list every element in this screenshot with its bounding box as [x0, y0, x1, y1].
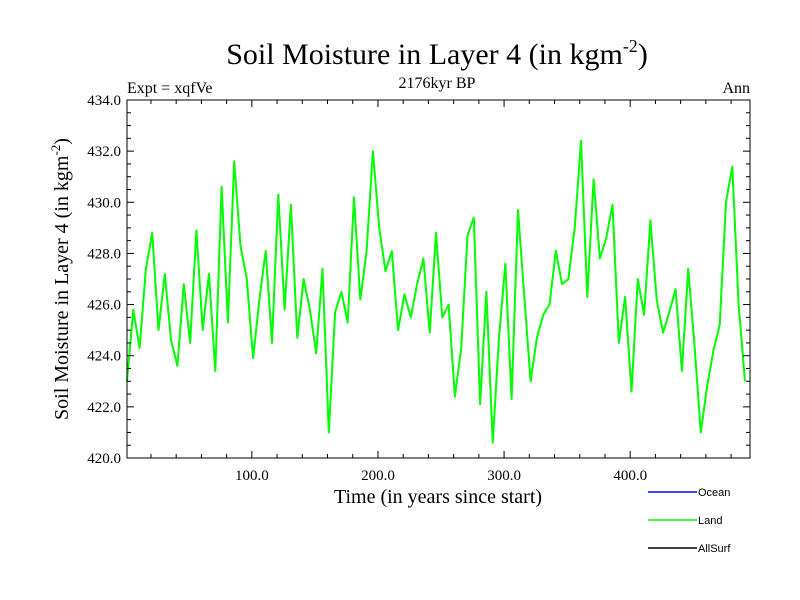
y-tick-label: 422.0 [87, 400, 121, 416]
y-tick-label: 430.0 [87, 195, 121, 211]
y-tick-label: 432.0 [87, 144, 121, 160]
y-tick-label: 424.0 [87, 349, 121, 365]
x-tick-label: 200.0 [361, 468, 395, 484]
x-tick-label: 400.0 [613, 468, 647, 484]
legend-label-land: Land [698, 515, 722, 527]
series-line-land [126, 139, 746, 444]
y-tick-label: 434.0 [87, 93, 121, 109]
y-axis-title: Soil Moisture in Layer 4 (in kgm-2) [48, 138, 73, 420]
x-axis-title: Time (in years since start) [334, 486, 542, 508]
y-tick-label: 420.0 [87, 451, 121, 467]
chart-subtitle: 2176kyr BP [399, 75, 476, 92]
chart-title: Soil Moisture in Layer 4 (in kgm-2) [226, 36, 648, 71]
y-tick-label: 428.0 [87, 246, 121, 262]
y-axis: 420.0 422.0 424.0 426.0 428.0 430.0 432.0 434.0 [87, 93, 750, 467]
season-label: Ann [722, 80, 750, 97]
legend-label-allsurf: AllSurf [698, 543, 731, 555]
y-tick-label: 426.0 [87, 298, 121, 314]
legend-label-ocean: Ocean [698, 487, 730, 499]
legend: Ocean Land AllSurf [648, 487, 731, 555]
x-tick-label: 300.0 [487, 468, 521, 484]
x-tick-label: 100.0 [235, 468, 269, 484]
series-layer [126, 139, 746, 444]
x-axis: 100.0 200.0 300.0 400.0 [150, 100, 732, 484]
experiment-label: Expt = xqfVe [127, 80, 212, 97]
